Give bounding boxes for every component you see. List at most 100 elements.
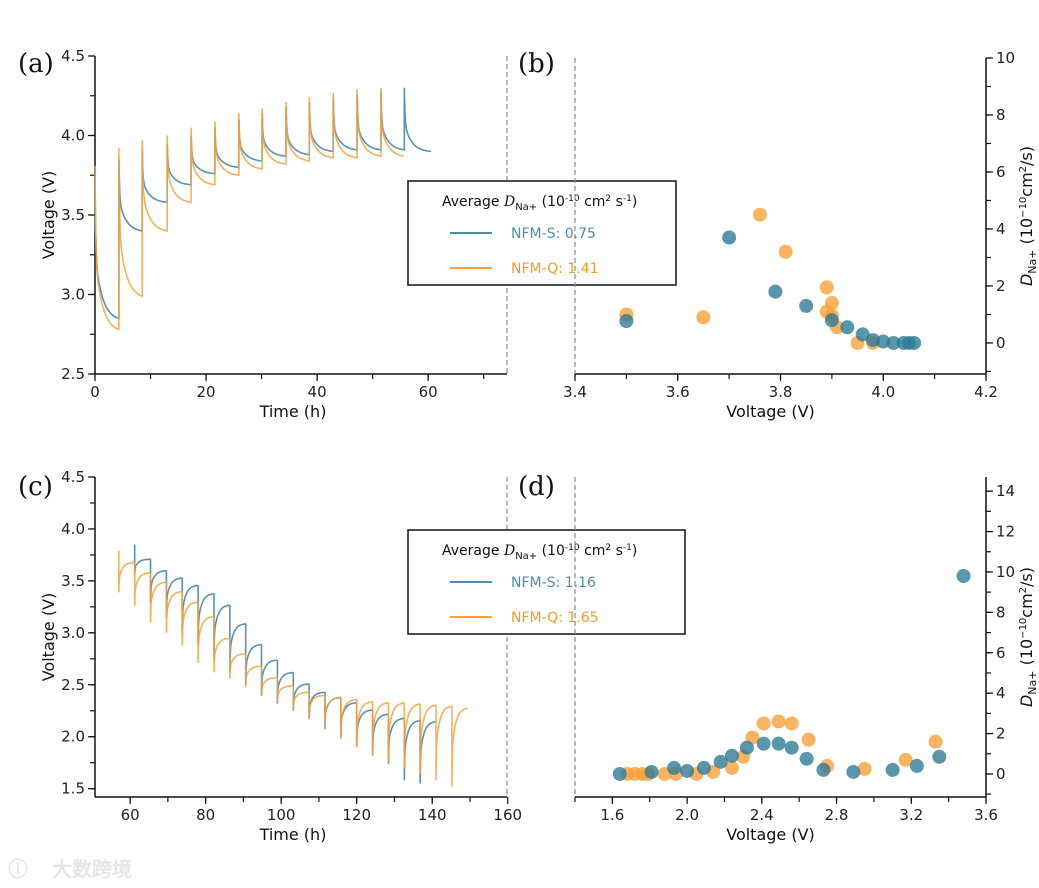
y-label-units: (10: [1017, 218, 1036, 250]
data-point-nfm-s: [696, 760, 711, 775]
legend-title-text: Average: [442, 194, 504, 210]
x-tick-label: 120: [342, 806, 371, 824]
data-point-nfm-s: [771, 736, 786, 751]
x-tick-label: 160: [493, 806, 522, 824]
y-label-symbol: D: [1017, 274, 1036, 286]
y-tick-label: 6: [996, 644, 1006, 662]
legend-exp: -1: [623, 194, 632, 204]
data-point-nfm-s: [885, 762, 900, 777]
y-label-units: (10: [1017, 639, 1036, 671]
legend-subscript: Na+: [515, 551, 537, 562]
x-tick-label: 3.8: [769, 383, 793, 401]
y-axis-label: DNa+ (10−10cm2/s): [1017, 567, 1039, 707]
x-tick-label: 0: [90, 383, 100, 401]
y-label-units: cm: [1017, 593, 1036, 617]
legend-title-text: Average: [442, 543, 504, 559]
data-point-nfm-s: [907, 335, 922, 350]
legend-exp: -10: [565, 194, 580, 204]
legend-title: Average DNa+ (10-10 cm2 s-1): [442, 194, 637, 213]
data-point-nfm-s: [784, 740, 799, 755]
data-point-nfm-s: [846, 764, 861, 779]
panel-label: (c): [18, 472, 53, 502]
y-tick-label: 4.5: [61, 468, 85, 486]
y-tick-label: 2.0: [61, 728, 85, 746]
y-tick-label: 6: [996, 163, 1006, 181]
x-tick-label: 3.6: [974, 806, 998, 824]
y-tick-label: 3.0: [61, 624, 85, 642]
data-point-nfm-s: [876, 334, 891, 349]
y-tick-label: 0: [996, 334, 1006, 352]
x-tick-label: 3.6: [666, 383, 690, 401]
legend-exp: -10: [565, 543, 580, 553]
data-point-nfm-s: [612, 766, 627, 781]
legend-units: cm: [580, 543, 606, 559]
data-point-nfm-q: [778, 244, 793, 259]
x-tick-label: 60: [121, 806, 140, 824]
y-label-units: cm: [1017, 172, 1036, 196]
x-axis-label: Time (h): [259, 825, 327, 844]
data-point-nfm-q: [857, 761, 872, 776]
y-tick-label: 4: [996, 684, 1006, 702]
legend-units: ): [632, 194, 637, 210]
y-tick-label: 4.0: [61, 520, 85, 538]
series-line-nfm-q: [94, 87, 404, 331]
x-axis-label: Time (h): [259, 402, 327, 421]
x-tick-label: 60: [419, 383, 438, 401]
x-axis-label: Voltage (V): [726, 825, 815, 844]
x-tick-label: 4.0: [871, 383, 895, 401]
legend-symbol: D: [503, 194, 515, 210]
legend-units: s: [611, 194, 623, 210]
y-tick-label: 3.0: [61, 286, 85, 304]
y-tick-label: 14: [996, 482, 1015, 500]
y-tick-label: 4.0: [61, 127, 85, 145]
data-point-nfm-s: [724, 748, 739, 763]
y-label-units: /s): [1017, 146, 1036, 166]
panel-a: (a) 0 20 40 60 2.5 3.0 3.5 4.0 4.5 Time (h) Voltage…: [18, 47, 677, 421]
series-line-nfm-s: [133, 544, 436, 784]
x-tick-label: 2.8: [825, 806, 849, 824]
series-line-nfm-q: [118, 550, 468, 787]
y-tick-label: 1.5: [61, 780, 85, 798]
y-tick-label: 4.5: [61, 47, 85, 65]
legend-symbol: D: [503, 543, 515, 559]
data-point-nfm-s: [855, 327, 870, 342]
watermark-logo-text: ⓘ: [8, 857, 28, 881]
y-tick-label: 3.5: [61, 572, 85, 590]
legend-units: (10: [537, 194, 565, 210]
data-point-nfm-s: [865, 333, 880, 348]
x-tick-label: 2.4: [750, 806, 774, 824]
legend-units: (10: [537, 543, 565, 559]
x-tick-label: 20: [197, 383, 216, 401]
y-label-exp: −10: [1018, 197, 1029, 218]
y-tick-label: 8: [996, 106, 1006, 124]
y-tick-label: 2: [996, 277, 1006, 295]
data-point-nfm-s: [824, 313, 839, 328]
legend-exp: 2: [605, 543, 611, 553]
y-tick-label: 3.5: [61, 206, 85, 224]
y-tick-label: 12: [996, 523, 1015, 541]
data-point-nfm-q: [819, 280, 834, 295]
x-axis-label: Voltage (V): [726, 402, 815, 421]
y-axis-label: Voltage (V): [39, 171, 58, 260]
data-point-nfm-s: [713, 754, 728, 769]
y-label-exp: 2: [1018, 587, 1029, 593]
legend-units: ): [632, 543, 637, 559]
x-tick-label: 4.2: [974, 383, 998, 401]
x-tick-label: 80: [196, 806, 215, 824]
y-axis-label: DNa+ (10−10cm2/s): [1017, 146, 1039, 286]
data-point-nfm-q: [771, 714, 786, 729]
legend-exp: 2: [605, 194, 611, 204]
y-label-symbol: D: [1017, 695, 1036, 707]
panel-label: (d): [518, 472, 555, 502]
data-point-nfm-s: [909, 758, 924, 773]
legend-units: s: [611, 543, 623, 559]
y-tick-label: 0: [996, 765, 1006, 783]
x-tick-label: 3.2: [899, 806, 923, 824]
data-point-nfm-s: [739, 740, 754, 755]
x-tick-label: 100: [267, 806, 296, 824]
panel-label: (b): [518, 49, 555, 79]
y-label-exp: −10: [1018, 618, 1029, 639]
y-tick-label: 10: [996, 563, 1015, 581]
legend: Average DNa+ (10-10 cm2 s-1) NFM-S: 0.75 N…: [407, 180, 677, 286]
